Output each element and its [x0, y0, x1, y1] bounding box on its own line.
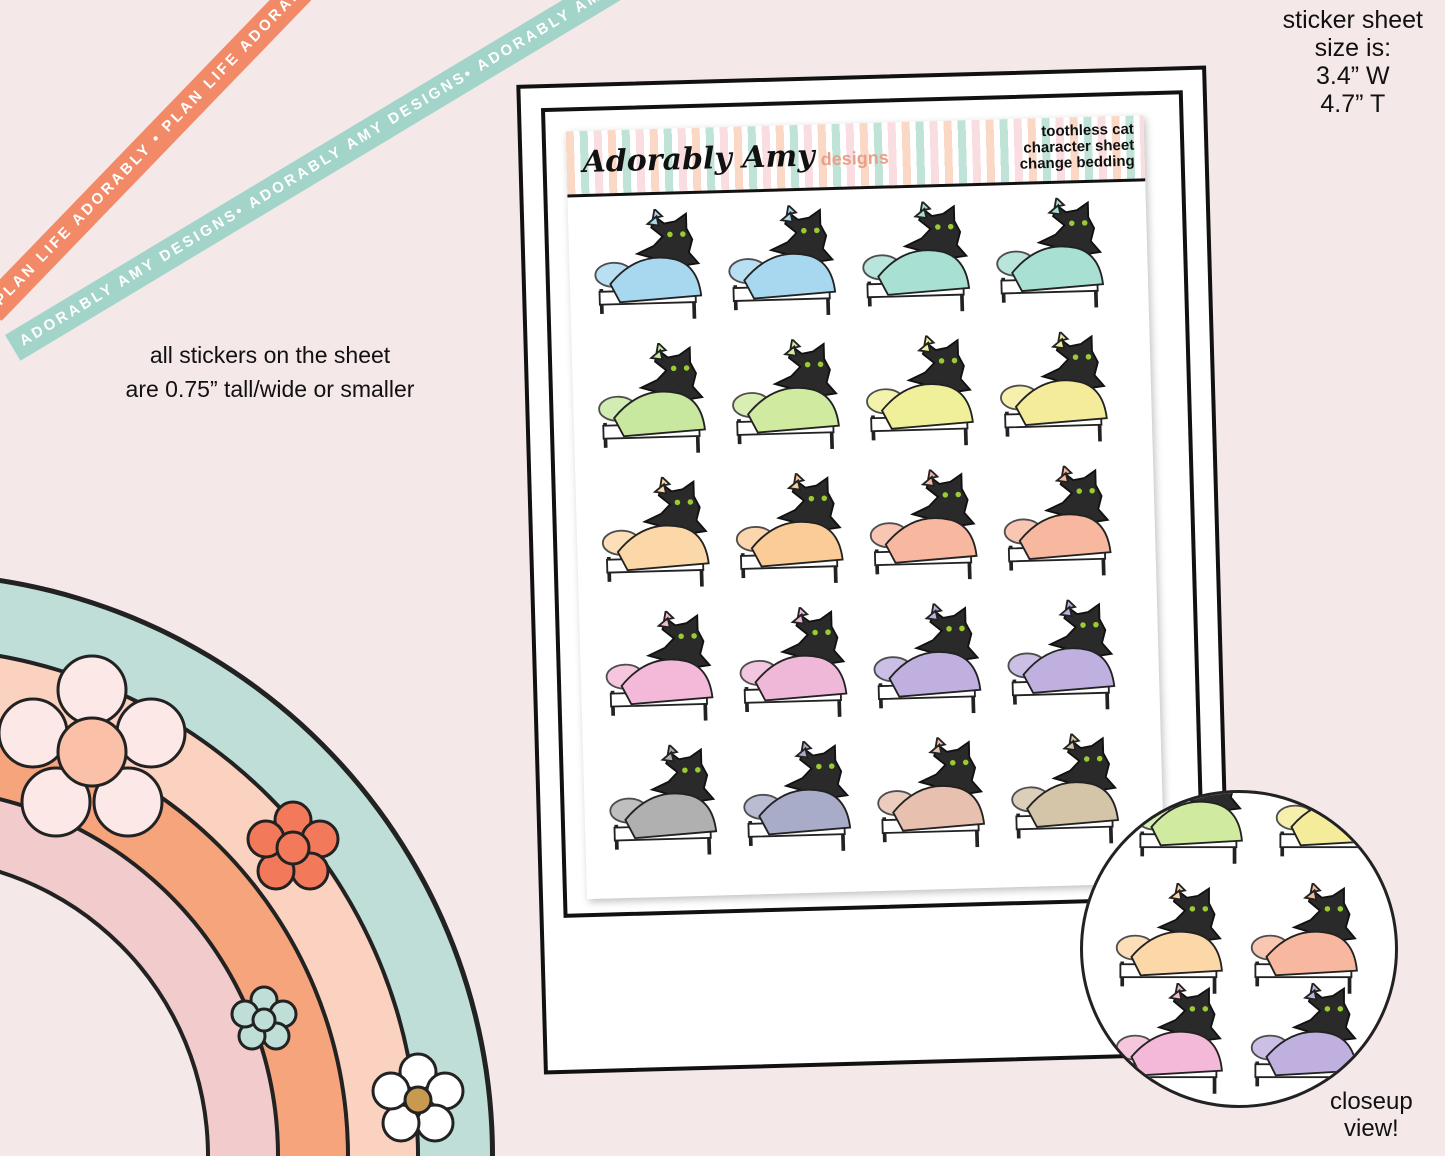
closeup-sticker	[1113, 881, 1233, 1008]
cat-bed-sticker	[1115, 881, 1223, 994]
brand-logo: Adorably Amy designs	[582, 136, 889, 180]
cat-bed-sticker	[1250, 981, 1358, 1094]
sheet-title: toothless cat character sheet change bed…	[1019, 121, 1135, 173]
cat-bed-sticker	[1007, 598, 1116, 710]
closeup-line: view!	[1344, 1115, 1399, 1142]
cat-bed-sticker	[743, 739, 852, 851]
cat-bed-sticker	[1115, 981, 1223, 1094]
size-line: size is:	[1314, 34, 1392, 62]
flower-icon	[246, 800, 340, 891]
size-line: sticker sheet	[1282, 6, 1423, 34]
cat-bed-sticker	[1011, 732, 1120, 844]
rainbow-decoration	[0, 578, 495, 1156]
cat-bed-sticker	[862, 199, 971, 312]
cat-bed-sticker	[594, 207, 703, 319]
cat-bed-sticker	[877, 735, 986, 848]
cat-bed-sticker	[996, 196, 1105, 308]
cat-bed-sticker	[732, 337, 840, 449]
cat-bed-sticker	[739, 605, 848, 717]
sticker-size-note: all stickers on the sheet are 0.75” tall…	[100, 338, 440, 406]
size-line: 3.4” W	[1316, 62, 1390, 90]
sticker-sheet-frame: Adorably Amy designs toothless cat charac…	[516, 65, 1234, 1075]
title-line: change bedding	[1019, 152, 1135, 173]
note-line: all stickers on the sheet	[149, 342, 391, 368]
cat-bed-sticker	[873, 601, 982, 714]
closeup-line: closeup	[1330, 1088, 1413, 1115]
cat-bed-sticker	[605, 609, 714, 721]
rainbow-band	[0, 874, 206, 1156]
ribbon-plan-life-adorably: PLAN LIFE ADORABLY • PLAN LIFE ADORABLY …	[0, 0, 419, 321]
logo-text: Adorably Amy	[582, 138, 816, 181]
closeup-sticker	[1273, 793, 1393, 878]
cat-bed-sticker	[869, 467, 978, 580]
cat-bed-sticker	[728, 203, 837, 316]
frame-inner: Adorably Amy designs toothless cat charac…	[540, 90, 1206, 918]
cat-bed-sticker	[609, 743, 718, 855]
size-line: 4.7” T	[1320, 90, 1386, 118]
smiley-flower-icon	[0, 654, 187, 838]
cat-bed-sticker	[1003, 464, 1112, 576]
closeup-note: closeup view!	[1330, 1088, 1413, 1142]
cat-bed-sticker	[866, 333, 974, 446]
closeup-sticker	[1133, 793, 1253, 878]
sticker-grid	[590, 196, 1144, 881]
cat-bed-sticker	[1135, 793, 1243, 864]
cat-bed-sticker	[1000, 330, 1108, 442]
cat-bed-sticker	[598, 341, 706, 453]
flower-icon	[230, 985, 298, 1051]
closeup-sticker	[1113, 981, 1233, 1105]
cat-bed-sticker	[1250, 881, 1358, 994]
closeup-sticker	[1248, 881, 1368, 1008]
cat-bed-sticker	[1275, 793, 1383, 864]
cat-bed-sticker	[735, 471, 844, 583]
sheet-size-note: sticker sheet size is: 3.4” W 4.7” T	[1283, 6, 1423, 118]
note-line: are 0.75” tall/wide or smaller	[125, 376, 415, 402]
cat-bed-sticker	[601, 475, 710, 587]
closeup-view	[1080, 790, 1398, 1108]
logo-sub: designs	[820, 147, 890, 170]
closeup-sticker	[1248, 981, 1368, 1105]
flower-icon	[371, 1052, 465, 1143]
sheet-header: Adorably Amy designs toothless cat charac…	[565, 115, 1146, 198]
sticker-sheet: Adorably Amy designs toothless cat charac…	[565, 115, 1165, 900]
